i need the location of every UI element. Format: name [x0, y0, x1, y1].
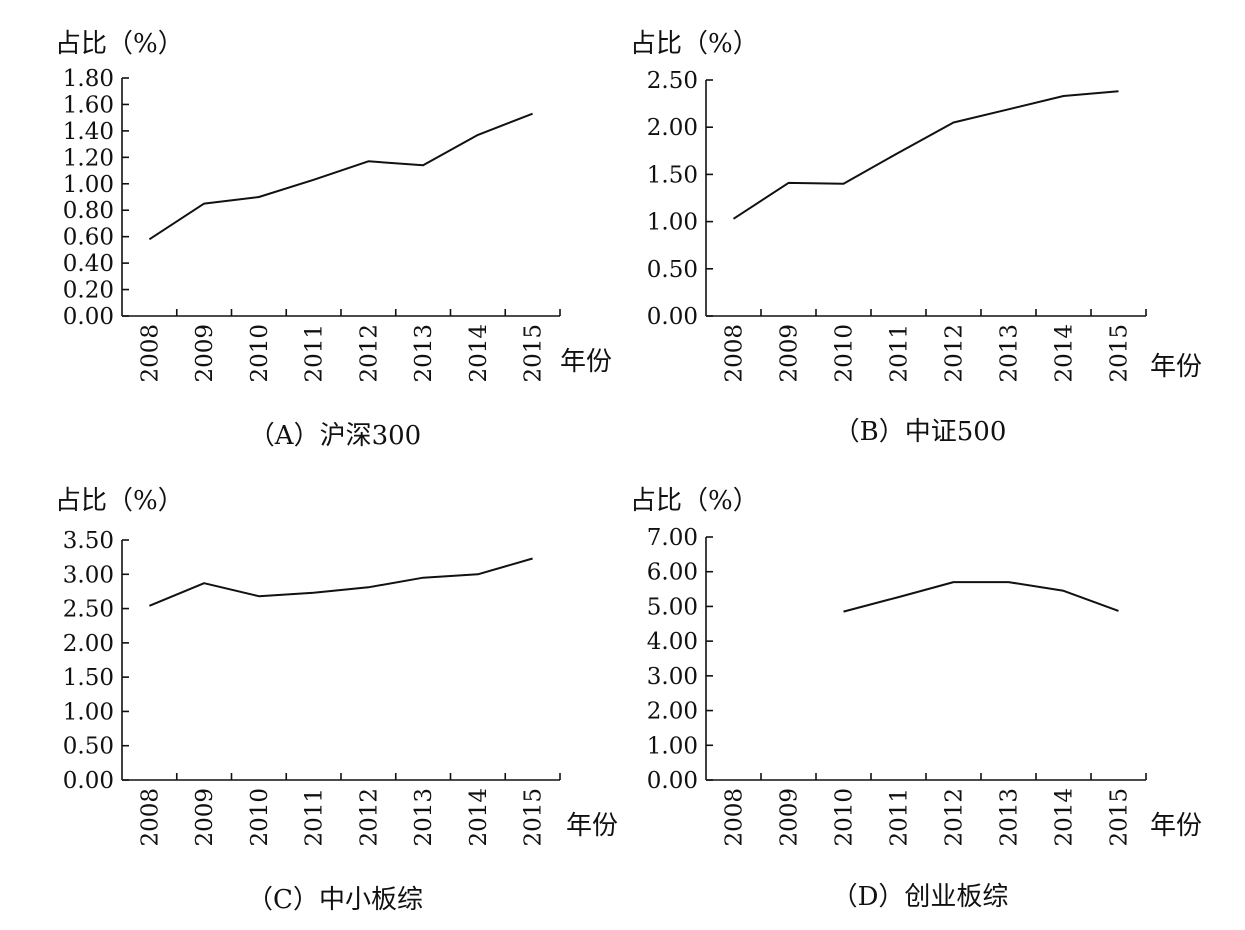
- series-line: [843, 581, 1119, 613]
- y-tick-label: 1.00: [647, 733, 698, 759]
- x-tick-label: 2015: [521, 788, 547, 847]
- y-axis-label: 占比（%）: [630, 29, 759, 59]
- x-tick-label: 2013: [997, 788, 1023, 847]
- y-axis-label: 占比（%）: [55, 29, 184, 59]
- y-tick-label: 0.00: [647, 768, 698, 794]
- y-tick-label: 3.00: [647, 664, 698, 690]
- y-tick-label: 0.00: [63, 304, 114, 330]
- x-tick-label: 2013: [997, 324, 1023, 383]
- y-tick-label: 2.00: [647, 115, 698, 141]
- x-tick-label: 2015: [1107, 788, 1133, 847]
- x-tick-label: 2008: [722, 324, 748, 383]
- y-tick-label: 0.20: [63, 278, 114, 304]
- x-tick-label: 2012: [356, 788, 382, 847]
- y-tick-label: 2.50: [63, 597, 114, 623]
- x-axis-label: 年份: [1150, 811, 1202, 841]
- panel-caption: （D）创业板综: [832, 882, 1009, 912]
- y-tick-label: 0.80: [63, 198, 114, 224]
- y-tick-label: 0.50: [647, 257, 698, 283]
- x-tick-label: 2015: [521, 324, 547, 383]
- x-tick-label: 2010: [832, 324, 858, 383]
- x-tick-label: 2010: [247, 788, 273, 847]
- y-tick-label: 2.00: [647, 699, 698, 725]
- y-tick-label: 0.60: [63, 225, 114, 251]
- y-tick-label: 0.50: [63, 734, 114, 760]
- x-tick-label: 2012: [942, 788, 968, 847]
- y-tick-label: 2.00: [63, 631, 114, 657]
- panel-caption: （B）中证500: [834, 417, 1007, 447]
- chart-panel-c: 占比（%） 0.00 0.50 1.00 1.50 2.00 2.50 3.00 3.50 200…: [55, 486, 618, 915]
- y-tick-label: 1.60: [63, 92, 114, 118]
- x-tick-label: 2010: [247, 324, 273, 383]
- panel-caption: （A）沪深300: [249, 421, 421, 451]
- y-tick-label: 2.50: [647, 68, 698, 94]
- series-line: [732, 90, 1119, 220]
- x-tick-label: 2009: [192, 788, 218, 847]
- y-axis-label: 占比（%）: [630, 486, 759, 516]
- y-tick-label: 0.00: [63, 768, 114, 794]
- x-axis-label: 年份: [1150, 352, 1202, 382]
- panel-caption: （C）中小板综: [247, 885, 423, 915]
- x-tick-label: 2014: [466, 788, 492, 847]
- x-axis-label: 年份: [560, 347, 612, 377]
- y-tick-label: 1.40: [63, 119, 114, 145]
- y-tick-label: 0.40: [63, 251, 114, 277]
- x-tick-label: 2014: [1052, 788, 1078, 847]
- x-tick-label: 2011: [302, 788, 328, 847]
- x-tick-label: 2009: [192, 324, 218, 383]
- y-tick-label: 1.00: [63, 172, 114, 198]
- y-tick-label: 1.00: [63, 699, 114, 725]
- x-tick-label: 2008: [137, 324, 163, 383]
- x-tick-label: 2013: [411, 788, 437, 847]
- chart-panel-a: 占比（%） 0.000.200.400.600.801.001.201.401.6…: [55, 29, 612, 451]
- series-line: [148, 112, 533, 241]
- x-tick-label: 2015: [1107, 324, 1133, 383]
- y-tick-label: 1.50: [647, 162, 698, 188]
- x-tick-label: 2008: [722, 788, 748, 847]
- y-tick-label: 1.20: [63, 145, 114, 171]
- x-tick-label: 2012: [942, 324, 968, 383]
- x-axis-label: 年份: [566, 811, 618, 841]
- y-axis-label: 占比（%）: [55, 486, 184, 516]
- x-tick-label: 2014: [466, 324, 492, 383]
- y-tick-label: 1.00: [647, 210, 698, 236]
- series-line: [149, 557, 533, 607]
- x-tick-label: 2008: [137, 788, 163, 847]
- x-tick-label: 2009: [777, 788, 803, 847]
- y-tick-label: 4.00: [647, 629, 698, 655]
- x-tick-label: 2011: [887, 788, 913, 847]
- y-tick-label: 6.00: [647, 560, 698, 586]
- y-tick-label: 0.00: [647, 304, 698, 330]
- x-tick-label: 2009: [777, 324, 803, 383]
- x-tick-label: 2011: [887, 324, 913, 383]
- x-tick-label: 2014: [1052, 324, 1078, 383]
- x-tick-label: 2010: [832, 788, 858, 847]
- y-tick-label: 3.00: [63, 562, 114, 588]
- y-tick-label: 1.80: [63, 66, 114, 92]
- y-tick-label: 5.00: [647, 594, 698, 620]
- y-tick-label: 7.00: [647, 525, 698, 551]
- y-tick-label: 1.50: [63, 665, 114, 691]
- x-tick-label: 2013: [411, 324, 437, 383]
- x-tick-label: 2012: [356, 324, 382, 383]
- x-tick-label: 2011: [302, 324, 328, 383]
- chart-panel-b: 占比（%） 0.00 0.50 1.00 1.50 2.00 2.50 2008 2009 201…: [630, 29, 1202, 447]
- y-tick-label: 3.50: [63, 528, 114, 554]
- chart-panel-d: 占比（%） 0.00 1.00 2.00 3.00 4.00 5.00 6.00 7.00 200…: [630, 486, 1202, 912]
